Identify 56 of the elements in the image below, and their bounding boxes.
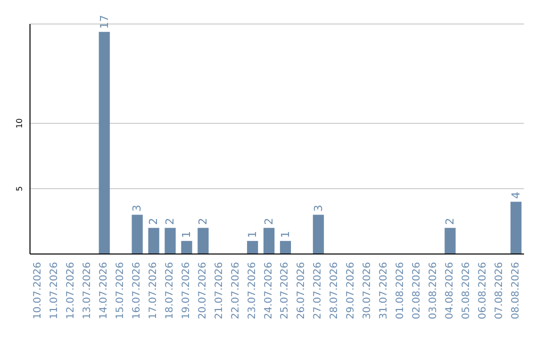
x-tick-label: 20.07.2026 bbox=[197, 262, 208, 320]
bar bbox=[280, 240, 291, 254]
bar bbox=[164, 228, 176, 254]
bar bbox=[247, 240, 258, 254]
x-tick-label: 17.07.2026 bbox=[148, 262, 159, 320]
bar bbox=[444, 228, 456, 254]
x-tick-label: 27.07.2026 bbox=[312, 262, 324, 320]
x-tick-label: 16.07.2026 bbox=[132, 262, 143, 320]
x-tick-label: 06.08.2026 bbox=[477, 262, 488, 320]
y-tick-label: 10 bbox=[15, 118, 24, 128]
x-tick-label: 01.08.2026 bbox=[395, 262, 406, 320]
data-label: 3 bbox=[312, 204, 325, 212]
x-tick-label: 04.08.2026 bbox=[444, 262, 456, 320]
x-tick-label: 05.08.2026 bbox=[460, 262, 472, 320]
x-tick-label: 26.07.2026 bbox=[296, 262, 308, 320]
x-tick-label: 03.08.2026 bbox=[428, 262, 439, 320]
data-label: 2 bbox=[147, 218, 160, 225]
bar bbox=[98, 32, 110, 254]
x-tick-label: 12.07.2026 bbox=[66, 262, 77, 320]
data-label: 1 bbox=[246, 230, 260, 238]
x-tick-label: 24.07.2026 bbox=[263, 262, 274, 320]
x-tick-label: 11.07.2026 bbox=[49, 262, 60, 320]
x-tick-label: 18.07.2026 bbox=[164, 262, 176, 320]
x-tick-label: 22.07.2026 bbox=[230, 262, 242, 320]
data-label: 2 bbox=[196, 218, 210, 225]
bar bbox=[132, 214, 143, 254]
bar bbox=[198, 228, 209, 254]
x-tick-label: 30.07.2026 bbox=[362, 262, 374, 320]
bar bbox=[148, 228, 160, 254]
data-label: 2 bbox=[164, 218, 177, 225]
x-tick-label: 15.07.2026 bbox=[115, 262, 126, 320]
data-label: 3 bbox=[130, 204, 144, 212]
x-tick-label: 02.08.2026 bbox=[411, 262, 422, 320]
data-label: 2 bbox=[262, 218, 276, 225]
x-tick-label: 10.07.2026 bbox=[32, 262, 44, 320]
bar bbox=[312, 214, 324, 254]
bar bbox=[510, 202, 522, 254]
data-label: 1 bbox=[180, 230, 194, 238]
data-label: 4 bbox=[509, 192, 522, 199]
data-label: 17 bbox=[98, 14, 111, 29]
data-label: 2 bbox=[444, 218, 457, 225]
x-tick-label: 28.07.2026 bbox=[329, 262, 340, 320]
x-tick-label: 23.07.2026 bbox=[246, 262, 258, 320]
bar bbox=[181, 240, 192, 254]
x-tick-label: 29.07.2026 bbox=[346, 262, 357, 320]
x-tick-label: 21.07.2026 bbox=[214, 262, 225, 320]
x-tick-label: 13.07.2026 bbox=[82, 262, 94, 320]
y-tick-label: 5 bbox=[15, 186, 24, 192]
x-tick-label: 08.08.2026 bbox=[510, 262, 522, 320]
data-label: 1 bbox=[278, 230, 292, 238]
bar bbox=[263, 228, 274, 254]
x-tick-label: 31.07.2026 bbox=[378, 262, 390, 320]
x-tick-label: 14.07.2026 bbox=[98, 262, 110, 320]
x-tick-label: 19.07.2026 bbox=[180, 262, 192, 320]
x-tick-label: 25.07.2026 bbox=[280, 262, 291, 320]
x-tick-label: 07.08.2026 bbox=[494, 262, 505, 320]
